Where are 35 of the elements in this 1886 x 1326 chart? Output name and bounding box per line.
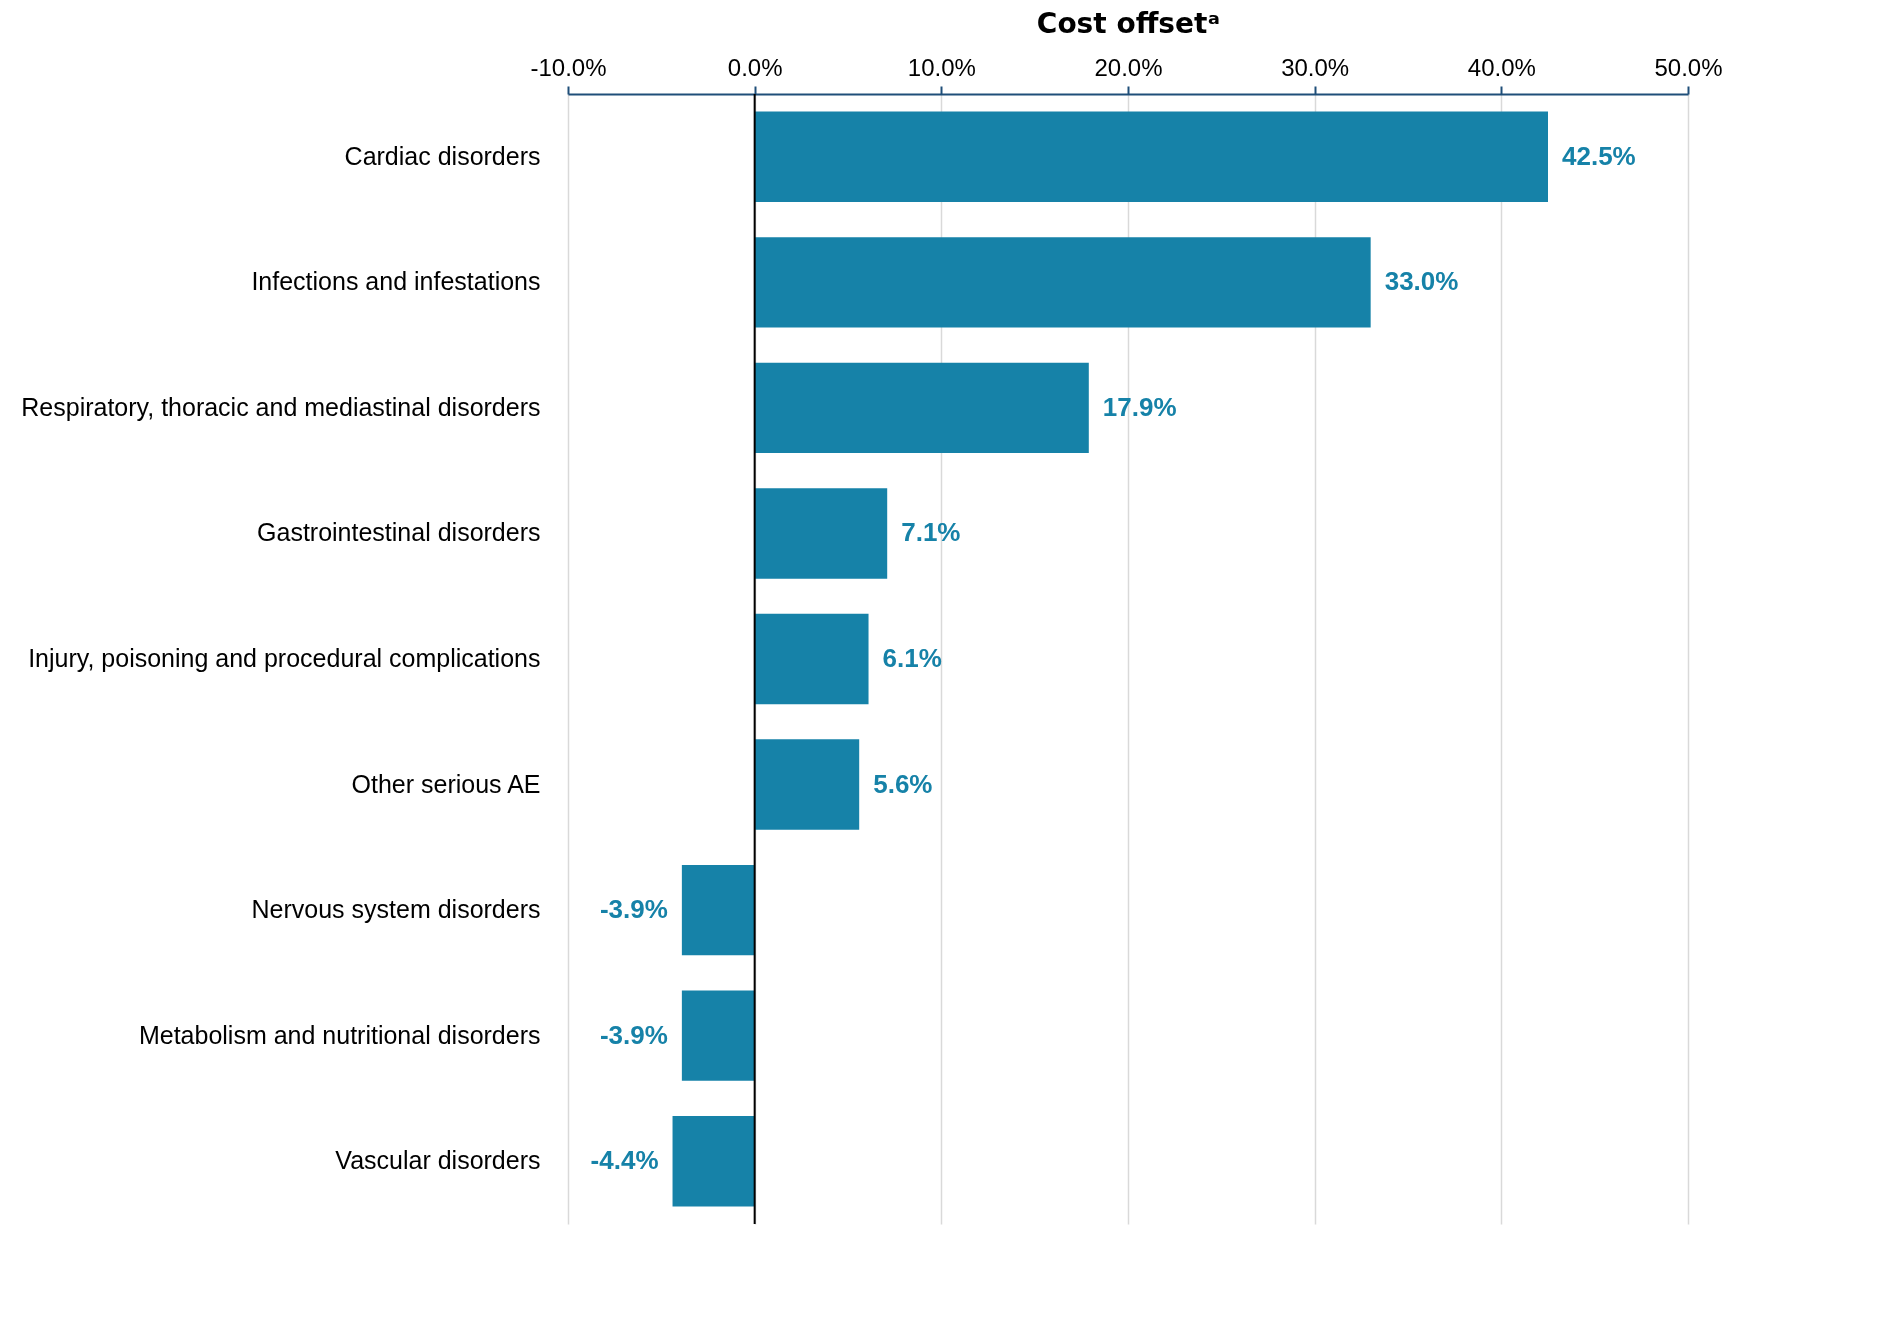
y-tick-label: Cardiac disorders <box>344 141 541 170</box>
x-tick-label: 40.0% <box>1467 53 1536 81</box>
bar <box>672 1116 755 1207</box>
data-label: 7.1% <box>901 517 961 548</box>
y-tick-label: Respiratory, thoracic and mediastinal disorders <box>21 392 541 421</box>
data-label: 6.1% <box>882 643 942 673</box>
bar <box>754 362 1089 454</box>
data-label: -3.9% <box>599 1019 668 1050</box>
bar <box>754 237 1371 328</box>
bar <box>754 739 860 830</box>
bar <box>754 613 869 705</box>
x-tick-label: -10.0% <box>530 53 607 81</box>
x-tick-label: 20.0% <box>1094 53 1163 81</box>
bar <box>681 990 755 1081</box>
x-axis-title: Cost offsetᵃ <box>1036 6 1221 40</box>
x-tick-label: 10.0% <box>907 53 976 81</box>
data-label: 42.5% <box>1562 140 1636 171</box>
data-label: -3.9% <box>599 894 668 925</box>
x-tick-label: 30.0% <box>1281 53 1350 81</box>
x-tick-label: 50.0% <box>1654 53 1723 81</box>
bar <box>754 488 888 579</box>
x-tick-label: 0.0% <box>727 53 783 81</box>
y-tick-label: Other serious AE <box>351 769 541 798</box>
y-tick-label: Infections and infestations <box>251 267 541 296</box>
y-tick-label: Vascular disorders <box>335 1146 541 1175</box>
data-label: -4.4% <box>590 1145 659 1176</box>
y-tick-label: Metabolism and nutritional disorders <box>138 1020 541 1049</box>
bar <box>681 864 755 956</box>
y-tick-label: Nervous system disorders <box>251 895 541 924</box>
y-tick-label: Gastrointestinal disorders <box>257 518 541 547</box>
bar <box>754 111 1548 202</box>
y-tick-label: Injury, poisoning and procedural complications <box>28 644 541 672</box>
data-label: 5.6% <box>873 768 933 799</box>
data-label: 33.0% <box>1384 266 1459 297</box>
data-label: 17.9% <box>1102 391 1177 422</box>
